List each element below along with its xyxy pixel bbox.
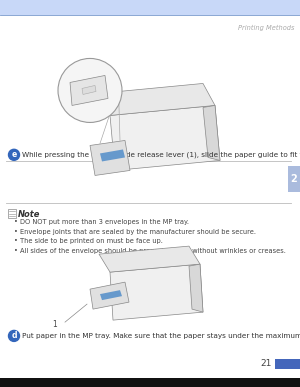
Polygon shape <box>98 84 215 115</box>
Polygon shape <box>203 105 220 161</box>
Text: 21: 21 <box>261 359 272 368</box>
Text: While pressing the paper-guide release lever (1), slide the paper guide to fit t: While pressing the paper-guide release l… <box>22 152 300 158</box>
Text: •: • <box>14 229 18 235</box>
Polygon shape <box>189 264 203 312</box>
Polygon shape <box>110 105 220 170</box>
Text: 2: 2 <box>291 174 297 184</box>
Text: Printing Methods: Printing Methods <box>238 25 295 31</box>
Text: The side to be printed on must be face up.: The side to be printed on must be face u… <box>20 238 163 244</box>
Circle shape <box>8 330 20 341</box>
Text: d: d <box>11 331 17 341</box>
Polygon shape <box>100 290 122 300</box>
Text: Envelope joints that are sealed by the manufacturer should be secure.: Envelope joints that are sealed by the m… <box>20 229 256 235</box>
Text: Put paper in the MP tray. Make sure that the paper stays under the maximum paper: Put paper in the MP tray. Make sure that… <box>22 333 300 339</box>
Circle shape <box>8 149 20 160</box>
Text: All sides of the envelope should be properly folded without wrinkles or creases.: All sides of the envelope should be prop… <box>20 248 286 253</box>
Text: •: • <box>14 248 18 253</box>
Polygon shape <box>90 140 130 175</box>
Polygon shape <box>0 378 300 387</box>
Text: •: • <box>14 238 18 244</box>
Text: •: • <box>14 219 18 225</box>
Polygon shape <box>70 75 108 105</box>
Polygon shape <box>82 86 96 94</box>
FancyBboxPatch shape <box>8 209 16 218</box>
Polygon shape <box>110 264 203 320</box>
Polygon shape <box>90 282 129 309</box>
Polygon shape <box>288 166 300 192</box>
Text: 1: 1 <box>52 320 57 329</box>
FancyBboxPatch shape <box>275 359 300 369</box>
Text: DO NOT put more than 3 envelopes in the MP tray.: DO NOT put more than 3 envelopes in the … <box>20 219 189 225</box>
Circle shape <box>58 58 122 122</box>
Polygon shape <box>100 149 125 161</box>
Polygon shape <box>99 246 200 272</box>
Text: e: e <box>11 150 16 159</box>
Text: Note: Note <box>18 210 40 219</box>
Polygon shape <box>0 0 300 15</box>
